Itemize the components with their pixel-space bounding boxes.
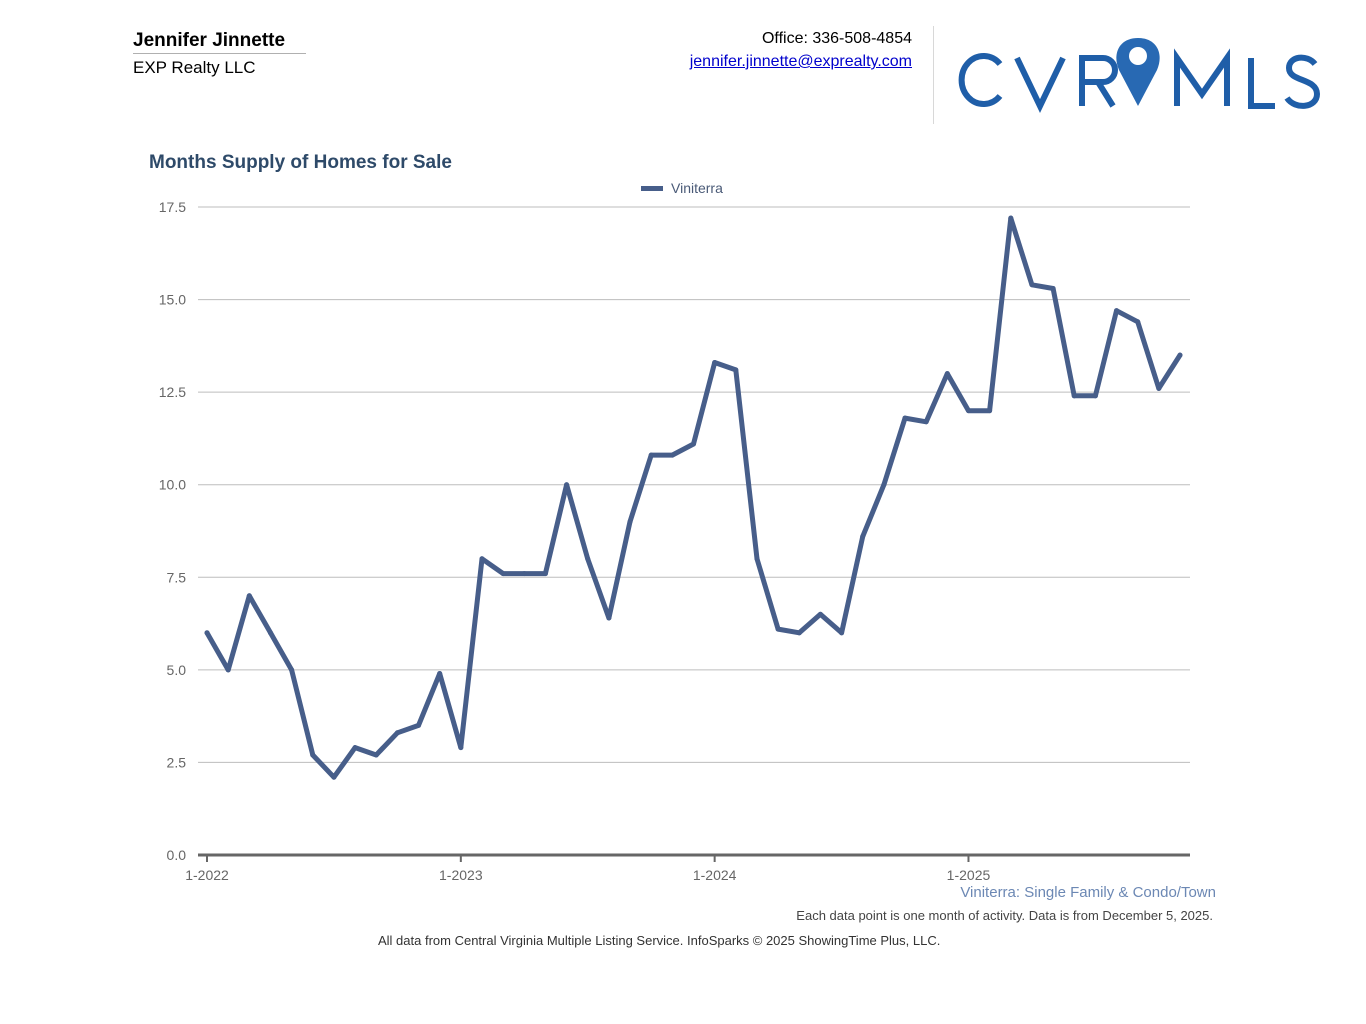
data-point — [733, 367, 739, 373]
series-note: Viniterra: Single Family & Condo/Town — [960, 884, 1216, 901]
data-point — [860, 534, 866, 540]
office-phone: Office: 336-508-4854 — [761, 30, 912, 47]
cvrmls-logo — [958, 38, 1321, 113]
agent-name-underline — [133, 53, 306, 54]
data-point — [839, 630, 845, 636]
data-point — [204, 630, 210, 636]
copyright-note: All data from Central Virginia Multiple … — [378, 933, 941, 948]
y-tick-label: 5.0 — [167, 662, 187, 678]
data-point — [458, 745, 464, 751]
x-tick-label: 1-2022 — [185, 867, 229, 883]
y-tick-label: 10.0 — [159, 477, 186, 493]
data-point — [585, 556, 591, 562]
data-point — [289, 667, 295, 673]
data-point — [669, 452, 675, 458]
data-note: Each data point is one month of activity… — [796, 908, 1213, 923]
data-point — [627, 519, 633, 525]
data-point — [394, 730, 400, 736]
y-tick-label: 12.5 — [159, 384, 186, 400]
data-point — [1135, 319, 1141, 325]
data-point — [331, 774, 337, 780]
data-point — [225, 667, 231, 673]
data-point — [542, 571, 548, 577]
agent-email-link[interactable]: jennifer.jinnette@exprealty.com — [689, 53, 912, 70]
legend-swatch — [641, 186, 663, 191]
data-point — [923, 419, 929, 425]
data-point — [881, 482, 887, 488]
data-point — [479, 556, 485, 562]
data-point — [564, 482, 570, 488]
data-point — [521, 571, 527, 577]
data-point — [1029, 282, 1035, 288]
data-point — [606, 615, 612, 621]
data-point — [267, 630, 273, 636]
y-tick-label: 2.5 — [167, 754, 187, 770]
data-point — [902, 415, 908, 421]
data-point — [1071, 393, 1077, 399]
data-point — [648, 452, 654, 458]
y-tick-label: 15.0 — [159, 292, 186, 308]
data-point — [1114, 308, 1120, 314]
line-chart: 0.0 2.5 5.0 7.5 10.0 12.5 15.0 17.5 1-2022 1-2023… — [159, 199, 1190, 883]
agent-company: EXP Realty LLC — [133, 58, 256, 77]
data-point — [712, 360, 718, 366]
data-point — [416, 722, 422, 728]
data-point — [691, 441, 696, 447]
x-tick-label: 1-2023 — [439, 867, 483, 883]
y-tick-label: 17.5 — [159, 199, 186, 215]
header-divider — [933, 26, 934, 124]
data-point — [373, 752, 379, 758]
data-point — [1050, 285, 1056, 291]
series-line-viniterra — [204, 215, 1183, 780]
legend-label: Viniterra — [671, 180, 723, 196]
data-point — [1177, 352, 1183, 358]
data-point — [1008, 215, 1014, 221]
data-point — [817, 611, 823, 617]
x-tick-label: 1-2025 — [947, 867, 991, 883]
y-tick-label: 7.5 — [167, 569, 187, 585]
chart-title: Months Supply of Homes for Sale — [149, 152, 452, 173]
data-point — [775, 626, 781, 632]
data-point — [796, 630, 802, 636]
data-point — [944, 371, 950, 377]
data-point — [1092, 393, 1098, 399]
data-point — [1156, 385, 1162, 391]
data-point — [500, 571, 506, 577]
data-point — [754, 556, 760, 562]
data-point — [352, 745, 358, 751]
data-point — [246, 593, 252, 599]
y-tick-label: 0.0 — [167, 847, 187, 863]
agent-name: Jennifer Jinnette — [133, 30, 286, 51]
data-point — [437, 671, 443, 677]
x-tick-label: 1-2024 — [693, 867, 737, 883]
data-point — [310, 752, 316, 758]
data-point — [987, 408, 993, 414]
data-point — [965, 408, 971, 414]
map-pin-icon — [1116, 38, 1160, 106]
